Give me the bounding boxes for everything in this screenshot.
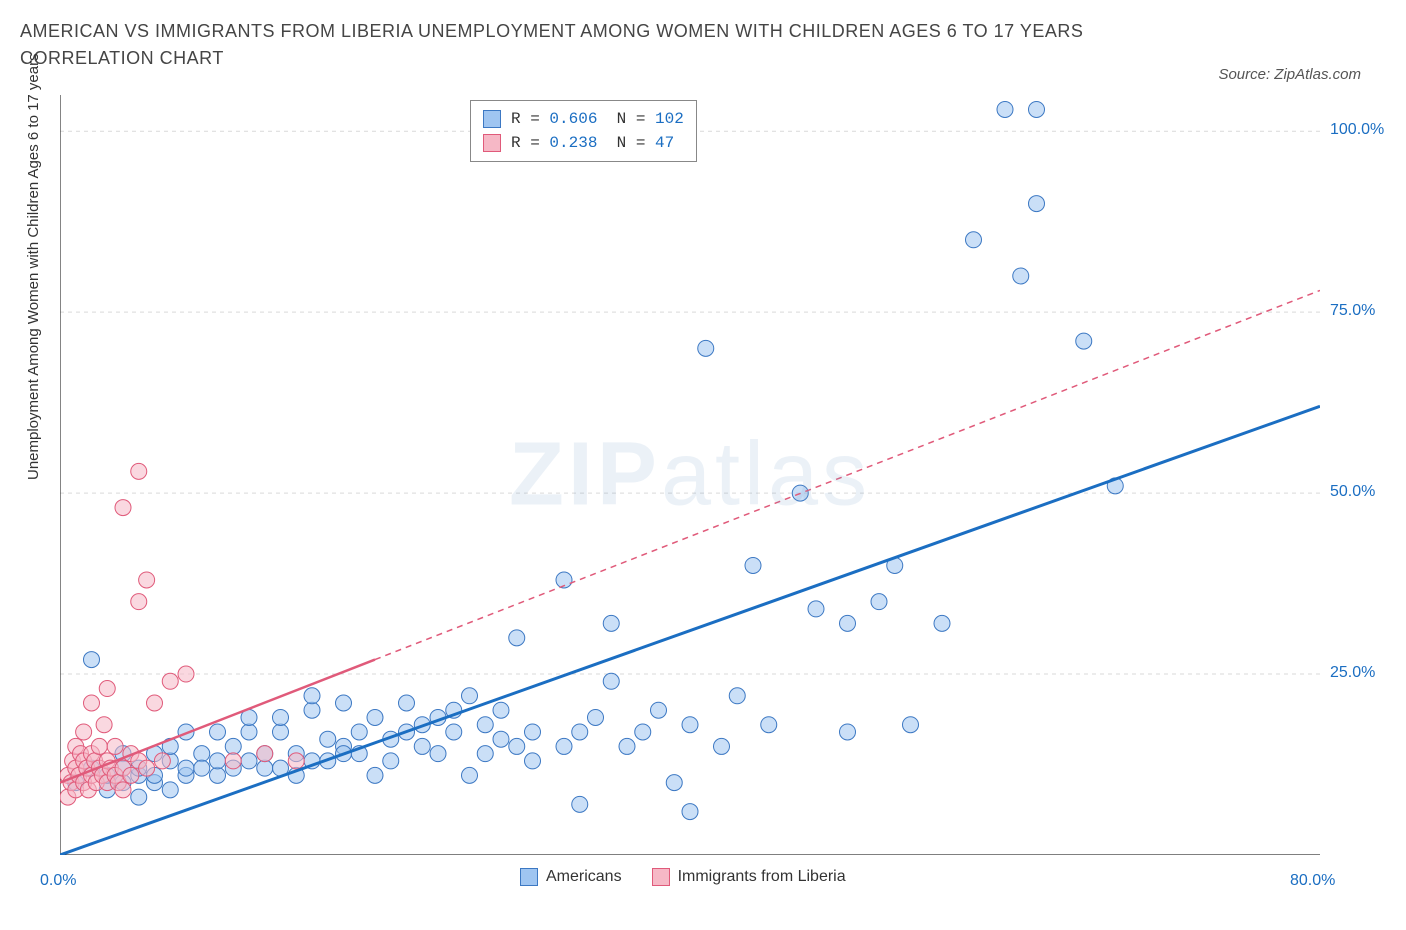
y-tick-25: 25.0% [1330,664,1390,682]
legend-swatch-bottom-liberia [652,868,670,886]
chart-area: ZIPatlas 25.0%50.0%75.0%100.0% [60,95,1320,855]
scatter-chart [60,95,1320,855]
legend-label-liberia: Immigrants from Liberia [678,868,846,886]
correlation-legend: R = 0.606 N = 102R = 0.238 N = 47 [470,100,697,162]
legend-swatch-liberia [483,134,501,152]
legend-swatch-bottom-americans [520,868,538,886]
y-axis-label: Unemployment Among Women with Children A… [25,53,42,480]
legend-swatch-americans [483,110,501,128]
series-legend: Americans Immigrants from Liberia [520,868,846,886]
legend-row-liberia: R = 0.238 N = 47 [483,131,684,155]
x-tick-80: 80.0% [1290,872,1335,890]
legend-label-americans: Americans [546,868,622,886]
x-tick-0: 0.0% [40,872,76,890]
y-tick-100: 100.0% [1330,121,1390,139]
source-label: Source: ZipAtlas.com [1218,66,1361,83]
chart-title: AMERICAN VS IMMIGRANTS FROM LIBERIA UNEM… [20,18,1120,72]
legend-row-americans: R = 0.606 N = 102 [483,107,684,131]
y-tick-50: 50.0% [1330,483,1390,501]
legend-stats-americans: R = 0.606 N = 102 [511,107,684,131]
y-tick-75: 75.0% [1330,302,1390,320]
legend-stats-liberia: R = 0.238 N = 47 [511,131,674,155]
legend-item-liberia: Immigrants from Liberia [652,868,846,886]
legend-item-americans: Americans [520,868,622,886]
